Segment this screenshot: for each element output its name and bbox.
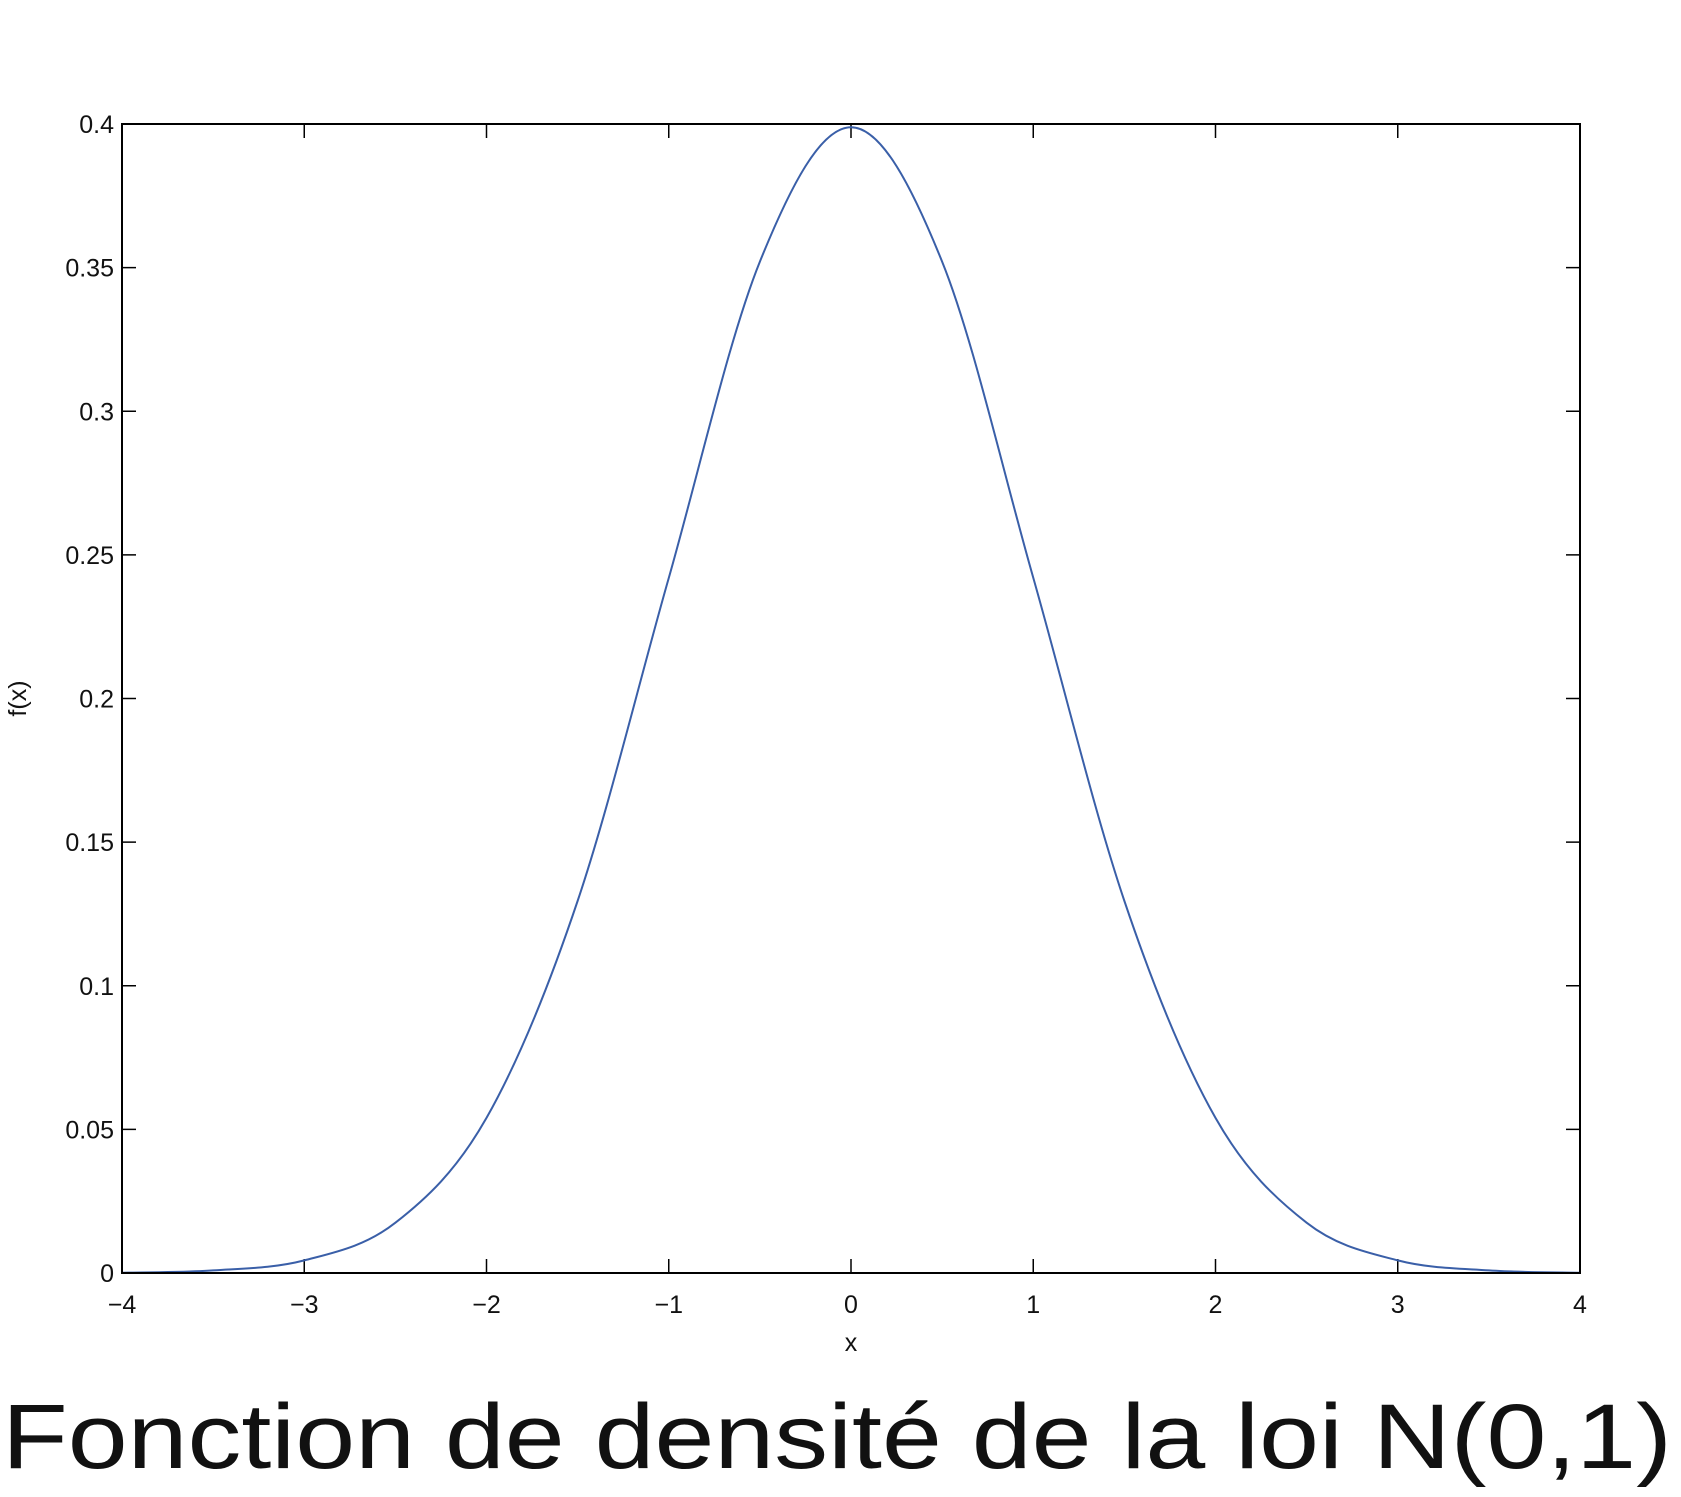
y-tick-label: 0.35 — [65, 255, 114, 283]
y-axis: 0 0.05 0.1 0.15 0.2 0.25 0.3 0.35 0.4 — [65, 111, 1580, 1288]
series-layer — [121, 126, 1581, 1274]
chart-title: Fonction de densité de la loi N(0,1) — [2, 1386, 1672, 1488]
y-axis-label: f(x) — [4, 680, 32, 716]
y-tick-label: 0.05 — [65, 1116, 114, 1144]
plot-frame — [121, 123, 1581, 1274]
x-axis-label: x — [845, 1329, 858, 1357]
x-tick-label: −1 — [654, 1291, 683, 1319]
x-tick-label: 2 — [1209, 1291, 1223, 1319]
x-tick-label: −3 — [290, 1291, 319, 1319]
x-tick-label: −4 — [108, 1291, 137, 1319]
x-tick-label: 0 — [844, 1291, 858, 1319]
y-tick-label: 0.3 — [79, 398, 114, 426]
y-tick-label: 0.25 — [65, 542, 114, 570]
y-tick-label: 0.1 — [79, 973, 114, 1001]
x-tick-label: 4 — [1573, 1291, 1587, 1319]
y-tick-label: 0.4 — [79, 111, 114, 139]
x-tick-label: −2 — [472, 1291, 501, 1319]
x-axis: −4 −3 −2 −1 0 1 2 3 4 — [108, 124, 1587, 1319]
y-tick-label: 0.2 — [79, 686, 114, 714]
y-tick-label: 0 — [100, 1260, 114, 1288]
y-tick-label: 0.15 — [65, 829, 114, 857]
x-tick-label: 1 — [1026, 1291, 1040, 1319]
x-tick-label: 3 — [1391, 1291, 1405, 1319]
series-line — [121, 126, 1581, 1274]
